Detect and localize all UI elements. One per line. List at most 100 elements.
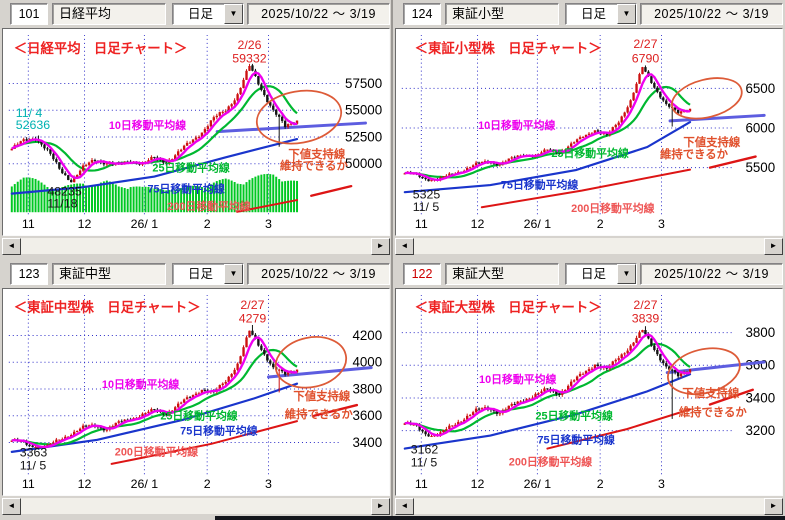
symbol-code-input[interactable]: 124	[403, 3, 441, 25]
candle-body	[200, 132, 204, 137]
volume-bar	[153, 188, 156, 213]
volume-bar	[43, 184, 46, 213]
volume-bar	[67, 185, 70, 213]
scroll-right-button[interactable]: ►	[764, 238, 783, 255]
h-scrollbar[interactable]: ◄ ►	[2, 238, 390, 255]
volume-bar	[102, 181, 105, 213]
scroll-left-button[interactable]: ◄	[2, 498, 21, 515]
period-dropdown[interactable]: 日足 ▼	[565, 263, 637, 285]
volume-bar	[52, 189, 55, 213]
period-dropdown[interactable]: 日足 ▼	[172, 263, 244, 285]
candle-body	[480, 162, 484, 164]
peak-value-annotation: 6790	[632, 52, 660, 66]
chevron-down-icon[interactable]: ▼	[224, 4, 243, 24]
volume-bar	[293, 180, 296, 213]
candle-body	[75, 431, 79, 433]
h-scrollbar[interactable]: ◄ ►	[395, 238, 783, 255]
x-axis-month-label: 3	[265, 217, 272, 231]
candle-wick	[431, 434, 433, 437]
y-axis-tick-label: 5500	[745, 160, 775, 175]
support-label-line1: 下値支持線	[293, 389, 350, 403]
candle-body	[590, 133, 594, 135]
candle-wick	[499, 413, 501, 417]
candle-body	[64, 436, 67, 440]
candle-body	[227, 106, 230, 112]
candle-body	[251, 65, 254, 71]
ma10-line	[11, 336, 298, 449]
candle-body	[679, 111, 683, 114]
candle-body	[286, 372, 290, 375]
candle-body	[427, 179, 430, 182]
candle-wick	[278, 368, 280, 393]
candle-body	[197, 393, 201, 395]
volume-bar	[263, 174, 266, 213]
candle-body	[611, 127, 614, 132]
candle-body	[182, 399, 186, 403]
candle-body	[239, 87, 242, 95]
h-scrollbar[interactable]: ◄ ►	[2, 498, 390, 515]
scroll-right-button[interactable]: ►	[764, 498, 783, 515]
symbol-code-input[interactable]: 122	[403, 263, 441, 285]
period-dropdown[interactable]: 日足 ▼	[172, 3, 244, 25]
scroll-left-button[interactable]: ◄	[395, 238, 414, 255]
candle-body	[575, 376, 579, 381]
candle-body	[289, 123, 293, 125]
peak-value-annotation: 59332	[232, 52, 266, 66]
candle-body	[72, 177, 76, 183]
low-date-annotation: 11/ 5	[411, 455, 438, 469]
candle-body	[546, 149, 549, 151]
x-axis-month-label: 11	[415, 217, 428, 231]
volume-bar	[76, 183, 79, 213]
symbol-code-input[interactable]: 123	[10, 263, 48, 285]
volume-bar	[177, 189, 180, 213]
candle-wick	[546, 388, 548, 392]
candle-body	[620, 354, 623, 359]
chevron-down-icon[interactable]: ▼	[224, 264, 243, 284]
candle-body	[430, 180, 433, 182]
candle-wick	[603, 366, 605, 371]
volume-bar	[227, 179, 230, 213]
candle-body	[111, 426, 114, 428]
low-date-annotation: 11/18	[47, 196, 77, 210]
candle-body	[221, 111, 224, 113]
candle-body	[171, 410, 174, 412]
volume-bar	[272, 174, 275, 213]
volume-bar	[16, 181, 19, 213]
volume-bar	[96, 184, 99, 213]
symbol-code-input[interactable]: 101	[10, 3, 48, 25]
period-dropdown[interactable]: 日足 ▼	[565, 3, 637, 25]
candle-body	[543, 149, 546, 153]
candle-body	[403, 173, 406, 175]
candle-body	[474, 162, 478, 166]
candle-wick	[463, 169, 465, 173]
volume-bar	[236, 183, 239, 213]
candle-body	[572, 380, 576, 382]
candle-body	[567, 385, 570, 390]
candle-body	[427, 434, 430, 437]
candle-body	[483, 161, 487, 163]
y-axis-tick-label: 3600	[745, 358, 775, 373]
volume-bar	[147, 187, 150, 213]
ma25-label: 25日移動平均線	[152, 161, 229, 175]
ma10-line	[404, 333, 691, 437]
scroll-left-button[interactable]: ◄	[2, 238, 21, 255]
chart-title: ＜東証大型株 日足チャート＞	[415, 299, 602, 315]
volume-bar	[218, 179, 221, 213]
candle-body	[227, 376, 230, 382]
h-scrollbar[interactable]: ◄ ►	[395, 498, 783, 515]
chevron-down-icon[interactable]: ▼	[617, 264, 636, 284]
scroll-right-button[interactable]: ►	[371, 238, 390, 255]
volume-bar	[108, 181, 111, 213]
candle-body	[84, 425, 88, 427]
candle-body	[58, 162, 61, 169]
volume-bar	[46, 187, 49, 213]
candle-body	[230, 104, 233, 107]
candle-body	[174, 407, 177, 411]
scroll-right-button[interactable]: ►	[371, 498, 390, 515]
y-axis-tick-label: 52500	[345, 129, 382, 144]
candle-body	[188, 397, 192, 399]
scroll-left-button[interactable]: ◄	[395, 498, 414, 515]
candle-wick	[582, 135, 584, 138]
chevron-down-icon[interactable]: ▼	[617, 4, 636, 24]
candle-body	[144, 412, 147, 414]
